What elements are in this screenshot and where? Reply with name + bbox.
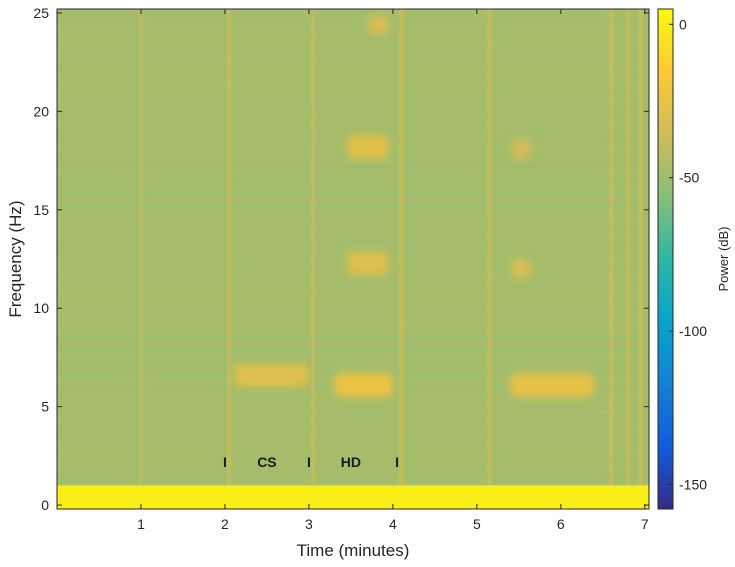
x-axis-ticks: 1 2 3 4 5 6 7 [137, 9, 649, 532]
frequency-stripe [57, 20, 649, 22]
x-tick-label: 2 [221, 516, 229, 532]
x-tick-label: 6 [557, 516, 565, 532]
x-tick-label: 1 [137, 516, 145, 532]
vertical-streak [227, 9, 231, 509]
y-tick-label: 10 [33, 300, 49, 316]
spectrogram-streaks [139, 9, 643, 509]
frequency-stripe [57, 459, 649, 462]
frequency-stripe [57, 179, 649, 181]
power-blob [367, 14, 389, 35]
frequency-stripe [57, 276, 649, 279]
y-tick-label: 15 [33, 202, 49, 218]
frequency-stripe [57, 81, 649, 84]
frequency-stripe [57, 118, 649, 120]
x-tick-label: 7 [641, 516, 649, 532]
y-tick-label: 0 [41, 497, 49, 513]
frequency-stripe [57, 337, 649, 340]
frequency-stripe [57, 44, 649, 47]
power-blob [233, 363, 309, 387]
power-blob [346, 134, 389, 159]
phase-annotation: I [395, 454, 399, 470]
colorbar-tick-label: -100 [679, 323, 707, 339]
power-blob [510, 373, 595, 397]
frequency-stripe [57, 240, 649, 242]
colorbar-label: Power (dB) [716, 226, 731, 291]
x-tick-label: 5 [473, 516, 481, 532]
frequency-stripe [57, 471, 649, 474]
phase-annotations: I CS I HD I [223, 454, 399, 470]
y-axis-label: Frequency (Hz) [6, 200, 25, 317]
frequency-stripe [57, 69, 649, 71]
frequency-stripe [57, 57, 649, 59]
y-tick-label: 25 [33, 5, 49, 21]
phase-annotation: I [307, 454, 311, 470]
frequency-stripe [57, 105, 649, 108]
frequency-stripe [57, 301, 649, 303]
spectrogram-blobs [233, 14, 595, 397]
frequency-stripe [57, 423, 649, 425]
colorbar-tick-label: 0 [679, 16, 687, 32]
plot-frame [56, 8, 650, 510]
frequency-stripe [57, 93, 649, 96]
frequency-stripe [57, 227, 649, 230]
vertical-streak [639, 9, 643, 509]
phase-annotation: CS [257, 454, 276, 470]
spectrogram-plot [57, 9, 649, 509]
low-frequency-band [57, 485, 649, 509]
vertical-streak [487, 9, 491, 509]
power-blob [334, 373, 393, 397]
frequency-stripe [57, 166, 649, 169]
colorbar-tick-label: -50 [679, 170, 699, 186]
power-blob [346, 251, 389, 275]
frequency-stripe [57, 349, 649, 352]
frequency-stripe [57, 398, 649, 401]
power-blob [510, 138, 532, 159]
colorbar: 0 -50 -100 -150 Power (dB) [657, 8, 731, 510]
x-tick-label: 3 [305, 516, 313, 532]
frequency-stripe [57, 325, 649, 328]
frequency-stripe [57, 435, 649, 437]
frequency-stripe [57, 215, 649, 218]
vertical-streak [609, 9, 613, 509]
frequency-stripe [57, 313, 649, 315]
colorbar-ticks: 0 -50 -100 -150 [669, 16, 707, 492]
vertical-streak [626, 9, 630, 509]
frequency-stripe [57, 130, 649, 132]
frequency-stripe [57, 203, 649, 206]
vertical-streak [139, 9, 143, 509]
y-tick-label: 20 [33, 103, 49, 119]
frequency-stripe [57, 484, 649, 486]
vertical-streak [311, 9, 315, 509]
power-blob [510, 259, 532, 279]
colorbar-tick-label: -150 [679, 476, 707, 492]
frequency-stripe [57, 362, 649, 364]
frequency-stripe [57, 410, 649, 413]
phase-annotation: HD [341, 454, 361, 470]
frequency-stripe [57, 191, 649, 193]
phase-annotation: I [223, 454, 227, 470]
colorbar-gradient [657, 8, 674, 510]
y-axis-ticks: 0 5 10 15 20 25 [33, 5, 649, 513]
vertical-streak [399, 9, 403, 509]
frequency-stripe [57, 288, 649, 291]
x-axis-label: Time (minutes) [297, 541, 410, 560]
y-tick-label: 5 [41, 399, 49, 415]
frequency-stripe [57, 447, 649, 450]
frequency-stripe [57, 32, 649, 35]
x-tick-label: 4 [389, 516, 397, 532]
